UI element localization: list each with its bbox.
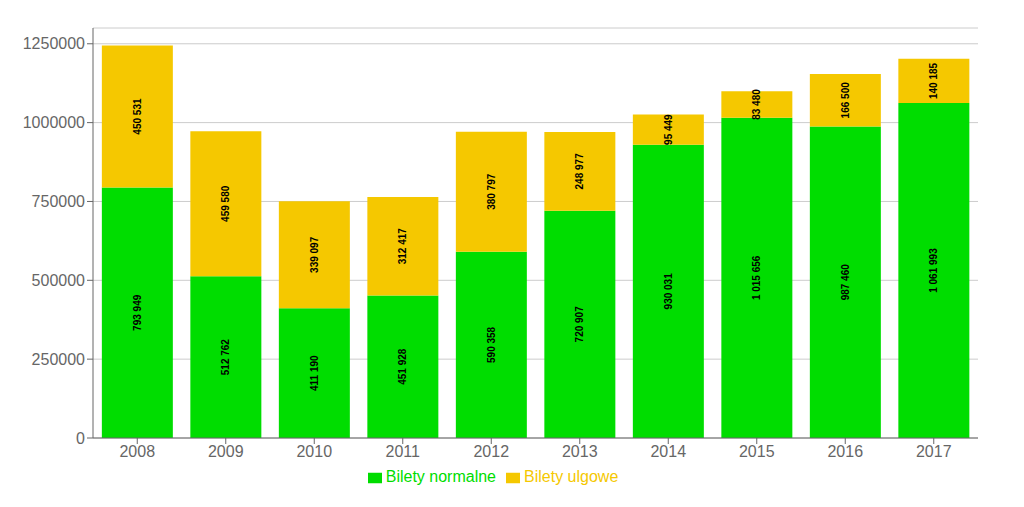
svg-text:380 797: 380 797 xyxy=(486,173,497,210)
svg-text:2015: 2015 xyxy=(739,443,775,460)
svg-text:411 190: 411 190 xyxy=(309,355,320,391)
svg-text:1 061 993: 1 061 993 xyxy=(928,248,939,293)
svg-text:2016: 2016 xyxy=(827,443,863,460)
svg-text:720 907: 720 907 xyxy=(574,306,585,343)
svg-text:1 015 656: 1 015 656 xyxy=(751,255,762,300)
svg-text:987 460: 987 460 xyxy=(840,264,851,301)
svg-text:83 480: 83 480 xyxy=(751,89,762,120)
html-text:Bilety normalne: Bilety normalne xyxy=(385,468,496,485)
svg-text:500000: 500000 xyxy=(32,272,85,289)
svg-text:0: 0 xyxy=(76,430,85,447)
svg-text:793 949: 793 949 xyxy=(132,294,143,331)
svg-text:250000: 250000 xyxy=(32,351,85,368)
svg-text:451 928: 451 928 xyxy=(397,348,408,385)
svg-text:95 449: 95 449 xyxy=(663,114,674,145)
svg-text:248 977: 248 977 xyxy=(574,153,585,190)
svg-text:2014: 2014 xyxy=(650,443,686,460)
svg-text:312 417: 312 417 xyxy=(397,228,408,265)
svg-text:459 580: 459 580 xyxy=(220,185,231,222)
svg-text:2010: 2010 xyxy=(296,443,332,460)
svg-text:140 185: 140 185 xyxy=(928,62,939,99)
svg-text:450 531: 450 531 xyxy=(132,98,143,135)
svg-text:166 500: 166 500 xyxy=(840,82,851,119)
svg-text:590 358: 590 358 xyxy=(486,326,497,363)
svg-text:2008: 2008 xyxy=(119,443,155,460)
svg-text:930 031: 930 031 xyxy=(663,273,674,310)
svg-text:1250000: 1250000 xyxy=(23,35,85,52)
svg-text:2013: 2013 xyxy=(562,443,598,460)
svg-text:339 097: 339 097 xyxy=(309,236,320,273)
svg-text:2017: 2017 xyxy=(916,443,952,460)
svg-text:2012: 2012 xyxy=(473,443,509,460)
svg-text:1000000: 1000000 xyxy=(23,114,85,131)
html-text:Bilety ulgowe: Bilety ulgowe xyxy=(524,468,619,485)
svg-text:2011: 2011 xyxy=(386,443,421,460)
svg-text:750000: 750000 xyxy=(32,193,85,210)
svg-text:2009: 2009 xyxy=(208,443,244,460)
svg-text:512 762: 512 762 xyxy=(220,339,231,376)
